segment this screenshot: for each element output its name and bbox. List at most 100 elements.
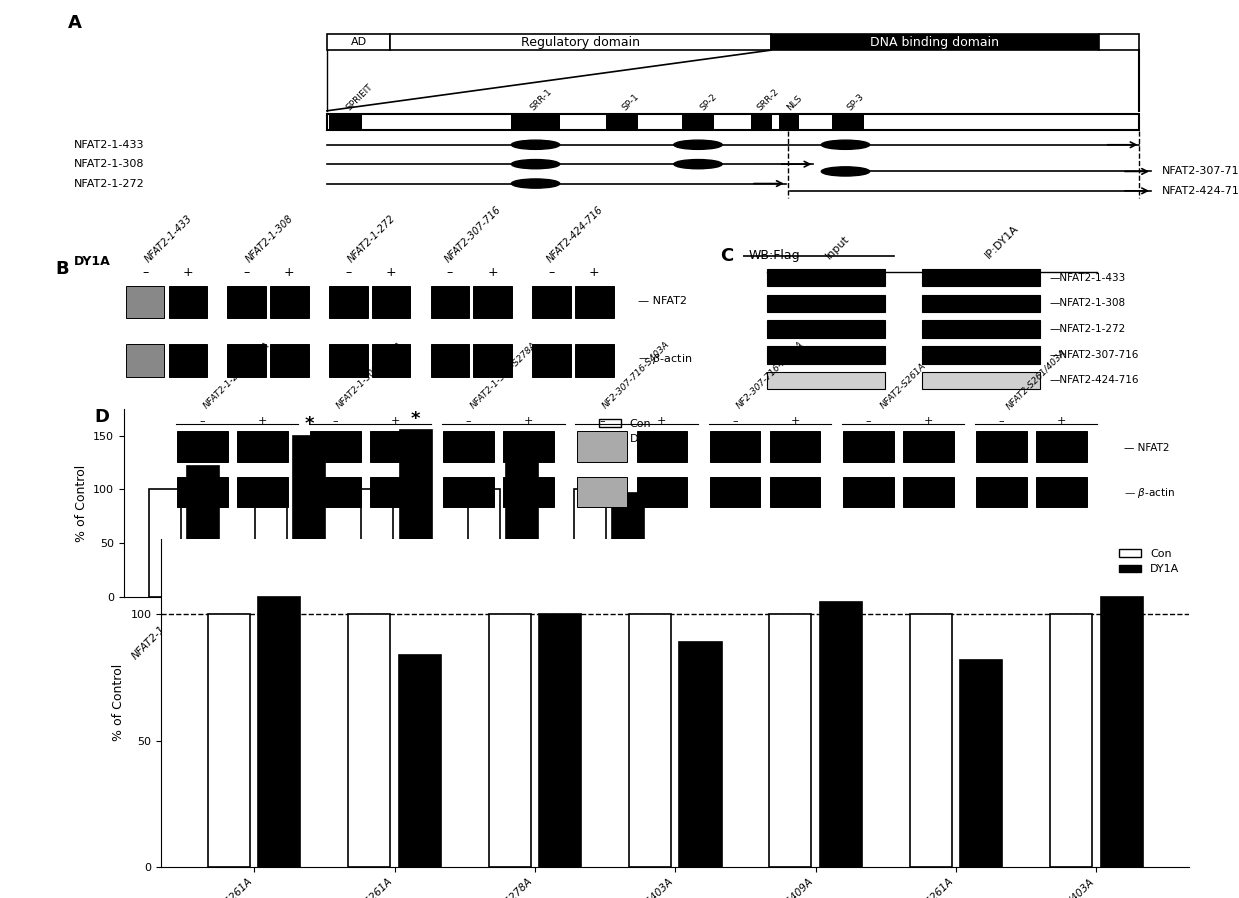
Text: WB:Flag: WB:Flag: [748, 249, 799, 262]
Bar: [503, 432, 554, 462]
Text: A: A: [68, 13, 82, 31]
Text: DNA binding domain: DNA binding domain: [870, 36, 1000, 48]
Bar: [330, 286, 368, 318]
Text: +: +: [1057, 416, 1066, 426]
Bar: [751, 114, 772, 130]
Ellipse shape: [512, 160, 560, 169]
Bar: [1099, 34, 1140, 50]
Bar: [330, 344, 368, 376]
Bar: [149, 489, 181, 597]
Text: NFAT2-1-308: NFAT2-1-308: [73, 159, 144, 169]
Bar: [259, 597, 301, 867]
Bar: [922, 346, 1040, 364]
Bar: [372, 286, 410, 318]
Bar: [612, 493, 644, 597]
Text: NFAT2-1-308-S278A: NFAT2-1-308-S278A: [468, 340, 539, 410]
Text: B: B: [56, 260, 69, 277]
Bar: [330, 114, 362, 130]
Text: –: –: [199, 416, 206, 426]
Bar: [843, 432, 893, 462]
Text: SRR-2: SRR-2: [756, 87, 781, 113]
Bar: [820, 602, 862, 867]
Bar: [431, 344, 470, 376]
Bar: [473, 344, 512, 376]
Text: NFAT2-424-716: NFAT2-424-716: [545, 205, 605, 265]
Text: NFAT2-1-272: NFAT2-1-272: [73, 179, 144, 189]
Bar: [769, 432, 820, 462]
Bar: [362, 489, 393, 597]
Text: —NFAT2-1-272: —NFAT2-1-272: [1049, 324, 1126, 334]
Text: Input: Input: [824, 233, 851, 260]
Text: Regulatory domain: Regulatory domain: [520, 36, 641, 48]
Text: —NFAT2-424-716: —NFAT2-424-716: [1049, 375, 1139, 385]
Text: SP-3: SP-3: [845, 92, 866, 113]
Bar: [533, 286, 571, 318]
Bar: [831, 114, 864, 130]
Text: –: –: [244, 266, 250, 278]
Text: NFAT2-307-716: NFAT2-307-716: [1162, 166, 1239, 176]
Y-axis label: % of Control: % of Control: [112, 664, 125, 742]
Bar: [710, 432, 761, 462]
Bar: [400, 430, 431, 597]
Text: –: –: [346, 266, 352, 278]
Bar: [710, 477, 761, 506]
Text: +: +: [657, 416, 667, 426]
Bar: [539, 614, 581, 867]
Text: SPRIEIT: SPRIEIT: [344, 83, 374, 113]
Text: NFAT2-1-308: NFAT2-1-308: [244, 214, 296, 265]
Bar: [976, 477, 1027, 506]
Text: —NFAT2-1-308: —NFAT2-1-308: [1049, 298, 1125, 308]
Bar: [370, 477, 421, 506]
Bar: [629, 614, 672, 867]
Bar: [169, 344, 207, 376]
Text: +: +: [524, 416, 533, 426]
Text: SRR-1: SRR-1: [529, 87, 554, 113]
Bar: [575, 286, 613, 318]
Text: NFAT2-424-716: NFAT2-424-716: [1162, 186, 1239, 196]
Bar: [270, 286, 309, 318]
Text: +: +: [385, 266, 396, 278]
Bar: [431, 286, 470, 318]
Ellipse shape: [821, 140, 870, 149]
Bar: [922, 295, 1040, 313]
Text: NFAT2-1-272: NFAT2-1-272: [346, 214, 398, 265]
Text: NFAT2-S261A: NFAT2-S261A: [878, 362, 928, 410]
Text: +: +: [258, 416, 266, 426]
Text: — $\beta$-actin: — $\beta$-actin: [1124, 486, 1176, 500]
Bar: [976, 432, 1027, 462]
Bar: [228, 286, 266, 318]
Text: *: *: [517, 432, 527, 450]
Bar: [843, 477, 893, 506]
Text: IP:DY1A: IP:DY1A: [984, 224, 1021, 260]
Bar: [327, 34, 390, 50]
Text: +: +: [390, 416, 400, 426]
Text: — $\beta$-actin: — $\beta$-actin: [638, 352, 693, 366]
Bar: [769, 477, 820, 506]
Text: NLS: NLS: [786, 94, 804, 113]
Bar: [1036, 432, 1087, 462]
Ellipse shape: [674, 160, 722, 169]
Legend: Con, DY1A: Con, DY1A: [595, 414, 664, 449]
Bar: [574, 489, 606, 597]
Bar: [228, 344, 266, 376]
Text: *: *: [305, 416, 313, 434]
Bar: [767, 295, 885, 313]
Text: SP-1: SP-1: [621, 92, 642, 113]
Text: –: –: [549, 266, 555, 278]
Text: NF2-307-716-S409A: NF2-307-716-S409A: [735, 340, 805, 410]
Text: — NFAT2: — NFAT2: [638, 295, 688, 305]
Bar: [575, 344, 613, 376]
Bar: [468, 489, 499, 597]
Bar: [778, 114, 799, 130]
Text: NFAT2-S261/403A: NFAT2-S261/403A: [1005, 348, 1068, 410]
Bar: [126, 286, 165, 318]
Text: C: C: [720, 247, 733, 265]
Text: *: *: [198, 445, 208, 463]
Bar: [960, 660, 1002, 867]
Text: –: –: [142, 266, 149, 278]
Text: –: –: [447, 266, 453, 278]
Text: NFAT2-1-308-S261A: NFAT2-1-308-S261A: [335, 340, 405, 410]
Text: *: *: [411, 410, 420, 428]
Bar: [169, 286, 207, 318]
Bar: [576, 432, 627, 462]
